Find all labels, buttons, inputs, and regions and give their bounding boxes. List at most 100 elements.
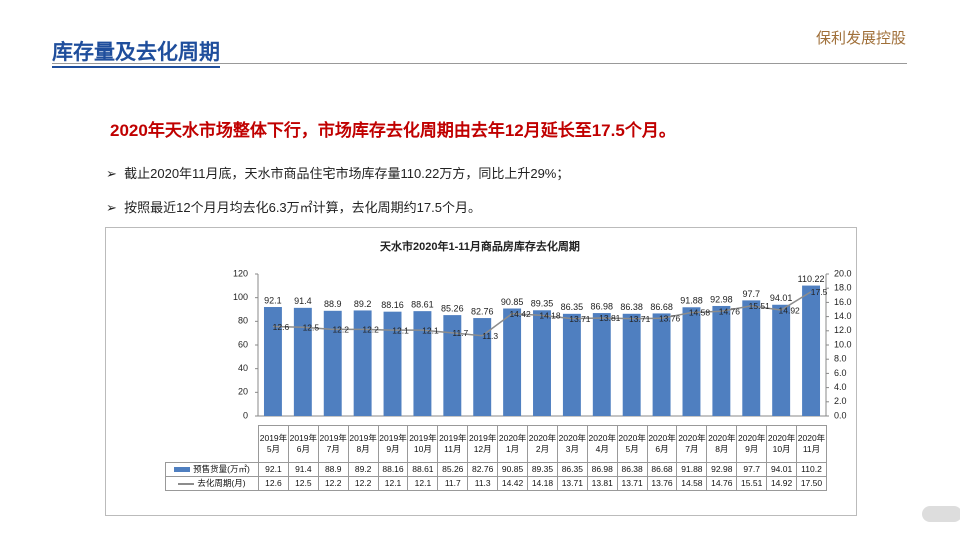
line-label: 12.1 (422, 325, 439, 335)
bar-label: 91.88 (680, 296, 703, 306)
y2-tick-label: 10.0 (834, 339, 852, 349)
table-value: 91.4 (287, 462, 319, 477)
y-tick-label: 0 (243, 410, 248, 420)
bar (712, 305, 731, 416)
table-value: 88.9 (317, 462, 349, 477)
x-tick-label: 2020年6月 (646, 425, 678, 463)
chart-title: 天水市2020年1-11月商品房库存去化周期 (380, 239, 580, 253)
bar-label: 82.76 (471, 306, 494, 316)
table-value: 13.71 (616, 476, 648, 491)
table-value: 15.51 (736, 476, 768, 491)
cell (166, 426, 259, 463)
bar (562, 313, 581, 416)
table-value: 90.85 (497, 462, 529, 477)
bar-label: 89.35 (531, 299, 554, 309)
bar (622, 313, 641, 416)
bar-label: 86.35 (561, 302, 584, 312)
table-value: 14.18 (527, 476, 558, 491)
bar (413, 311, 432, 416)
headline: 2020年天水市场整体下行，市场库存去化周期由去年12月延长至17.5个月。 (110, 121, 676, 140)
table-row: 去化周期(月) 12.6 12.5 12.2 12.2 12.1 12.1 11.7 11.3 1… (165, 476, 827, 491)
x-tick-label: 2020年7月 (676, 425, 708, 463)
table-value: 86.35 (556, 462, 588, 477)
line-label: 15.51 (749, 301, 771, 311)
y2-tick-label: 6.0 (834, 368, 847, 378)
line-label: 17.5 (811, 287, 828, 297)
x-tick-label: 2020年10月 (766, 425, 798, 463)
table-value: 88.16 (377, 462, 409, 477)
bar (802, 285, 821, 416)
line-label: 13.76 (659, 314, 681, 324)
bar (293, 307, 312, 416)
bar (652, 313, 671, 416)
y2-tick-label: 18.0 (834, 283, 852, 293)
bar (353, 310, 372, 416)
table-value: 97.7 (736, 462, 768, 477)
table-row: 预售货量(万㎡) 92.1 91.4 88.9 89.2 88.16 88.61 85.26 8… (165, 462, 827, 477)
bar (323, 310, 342, 416)
y-tick-label: 60 (238, 339, 248, 349)
bar (533, 310, 551, 416)
line-label: 12.5 (303, 323, 320, 333)
table-header: 2019年5月 2019年6月 2019年7月 2019年8月 2019年9月 2019年… (166, 425, 827, 463)
x-tick-label: 2020年5月 (616, 425, 648, 463)
x-tick-label: 2019年6月 (287, 425, 319, 463)
y-tick-label: 20 (238, 387, 248, 397)
bullet-text: 按照最近12个月月均去化6.3万㎡计算，去化周期约17.5个月。 (124, 200, 481, 215)
y2-tick-label: 4.0 (834, 382, 847, 392)
table-value: 88.61 (407, 462, 439, 477)
line-label: 14.42 (509, 309, 531, 319)
line-label: 12.6 (273, 322, 290, 332)
line-label: 13.71 (569, 314, 591, 324)
bar-label: 91.4 (294, 296, 312, 306)
table-value: 92.98 (706, 462, 738, 477)
bar (443, 315, 462, 416)
bar-label: 85.26 (441, 303, 464, 313)
table-value: 13.71 (556, 476, 588, 491)
line-label: 13.71 (629, 314, 651, 324)
x-tick-label: 2020年2月 (527, 425, 558, 463)
x-tick-label: 2020年9月 (736, 425, 768, 463)
table-value: 14.42 (497, 476, 529, 491)
bar-label: 86.68 (650, 302, 673, 312)
line-label: 11.3 (482, 331, 498, 341)
legend-entry: 去化周期(月) (165, 476, 259, 491)
y-tick-label: 100 (233, 292, 248, 302)
data-table: 2019年5月 2019年6月 2019年7月 2019年8月 2019年9月 2019年… (165, 425, 827, 491)
y2-tick-label: 2.0 (834, 396, 847, 406)
table-value: 89.35 (527, 462, 558, 477)
chart-frame (105, 227, 857, 516)
table-value: 86.68 (646, 462, 678, 477)
table-value: 14.76 (706, 476, 738, 491)
bar (473, 318, 492, 416)
x-tick-label: 2019年7月 (317, 425, 349, 463)
line-label: 14.76 (719, 306, 741, 316)
table-value: 13.76 (646, 476, 678, 491)
table-value: 11.3 (467, 476, 499, 491)
y2-tick-label: 8.0 (834, 354, 847, 364)
x-tick-label: 2019年9月 (377, 425, 409, 463)
bullet: ➢ 按照最近12个月月均去化6.3万㎡计算，去化周期约17.5个月。 (106, 200, 481, 215)
bar-label: 92.1 (264, 295, 282, 305)
page-tab (922, 506, 960, 522)
y-tick-label: 80 (238, 316, 248, 326)
table-value: 17.50 (796, 476, 827, 491)
legend-label: 预售货量(万㎡) (193, 464, 250, 474)
bar (742, 300, 761, 416)
line-label: 12.2 (362, 325, 379, 335)
x-tick-label: 2019年10月 (407, 425, 439, 463)
y2-tick-label: 14.0 (834, 311, 852, 321)
slide-title: 库存量及去化周期 (52, 36, 220, 68)
line-label: 11.7 (452, 328, 468, 338)
y-tick-label: 120 (233, 268, 248, 278)
bar (772, 304, 791, 416)
table-value: 13.81 (586, 476, 618, 491)
y2-tick-label: 16.0 (834, 297, 852, 307)
bar (383, 311, 402, 416)
y2-tick-label: 0.0 (834, 410, 847, 420)
bar-label: 89.2 (354, 299, 372, 309)
table-value: 14.58 (676, 476, 708, 491)
y2-tick-label: 20.0 (834, 268, 852, 278)
x-tick-label: 2020年3月 (556, 425, 588, 463)
